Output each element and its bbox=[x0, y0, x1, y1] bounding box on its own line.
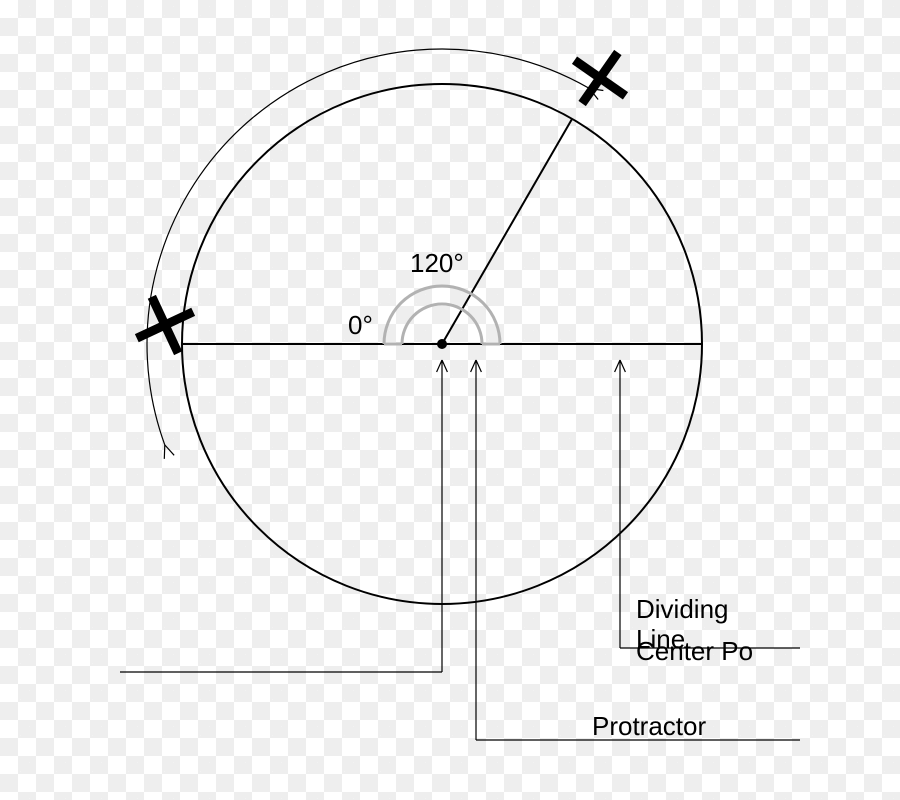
callout-arrowhead bbox=[615, 360, 620, 372]
diagram-canvas: 0°120°Center PoProtractorDividingLine bbox=[0, 0, 900, 800]
callout-arrowhead bbox=[620, 360, 625, 372]
protractor-inner-arc bbox=[402, 304, 482, 344]
callout-label-protractor: Protractor bbox=[592, 711, 706, 741]
angle-label-0: 0° bbox=[348, 310, 373, 340]
callout-arrowhead bbox=[437, 360, 442, 372]
callout-arrowhead bbox=[471, 360, 476, 372]
callout-label-dividing-line: Dividing bbox=[636, 594, 729, 624]
center-point-dot bbox=[437, 339, 447, 349]
callout-arrowhead bbox=[442, 360, 447, 372]
callout-arrowhead bbox=[476, 360, 481, 372]
sweep-arc bbox=[147, 49, 590, 445]
callout-label-dividing-line: Line bbox=[636, 624, 685, 654]
sweep-arc-arrowhead bbox=[165, 445, 174, 455]
x-mark-icon bbox=[575, 53, 626, 104]
diagram-svg: 0°120°Center PoProtractorDividingLine bbox=[0, 0, 900, 800]
angle-label-120: 120° bbox=[410, 248, 464, 278]
